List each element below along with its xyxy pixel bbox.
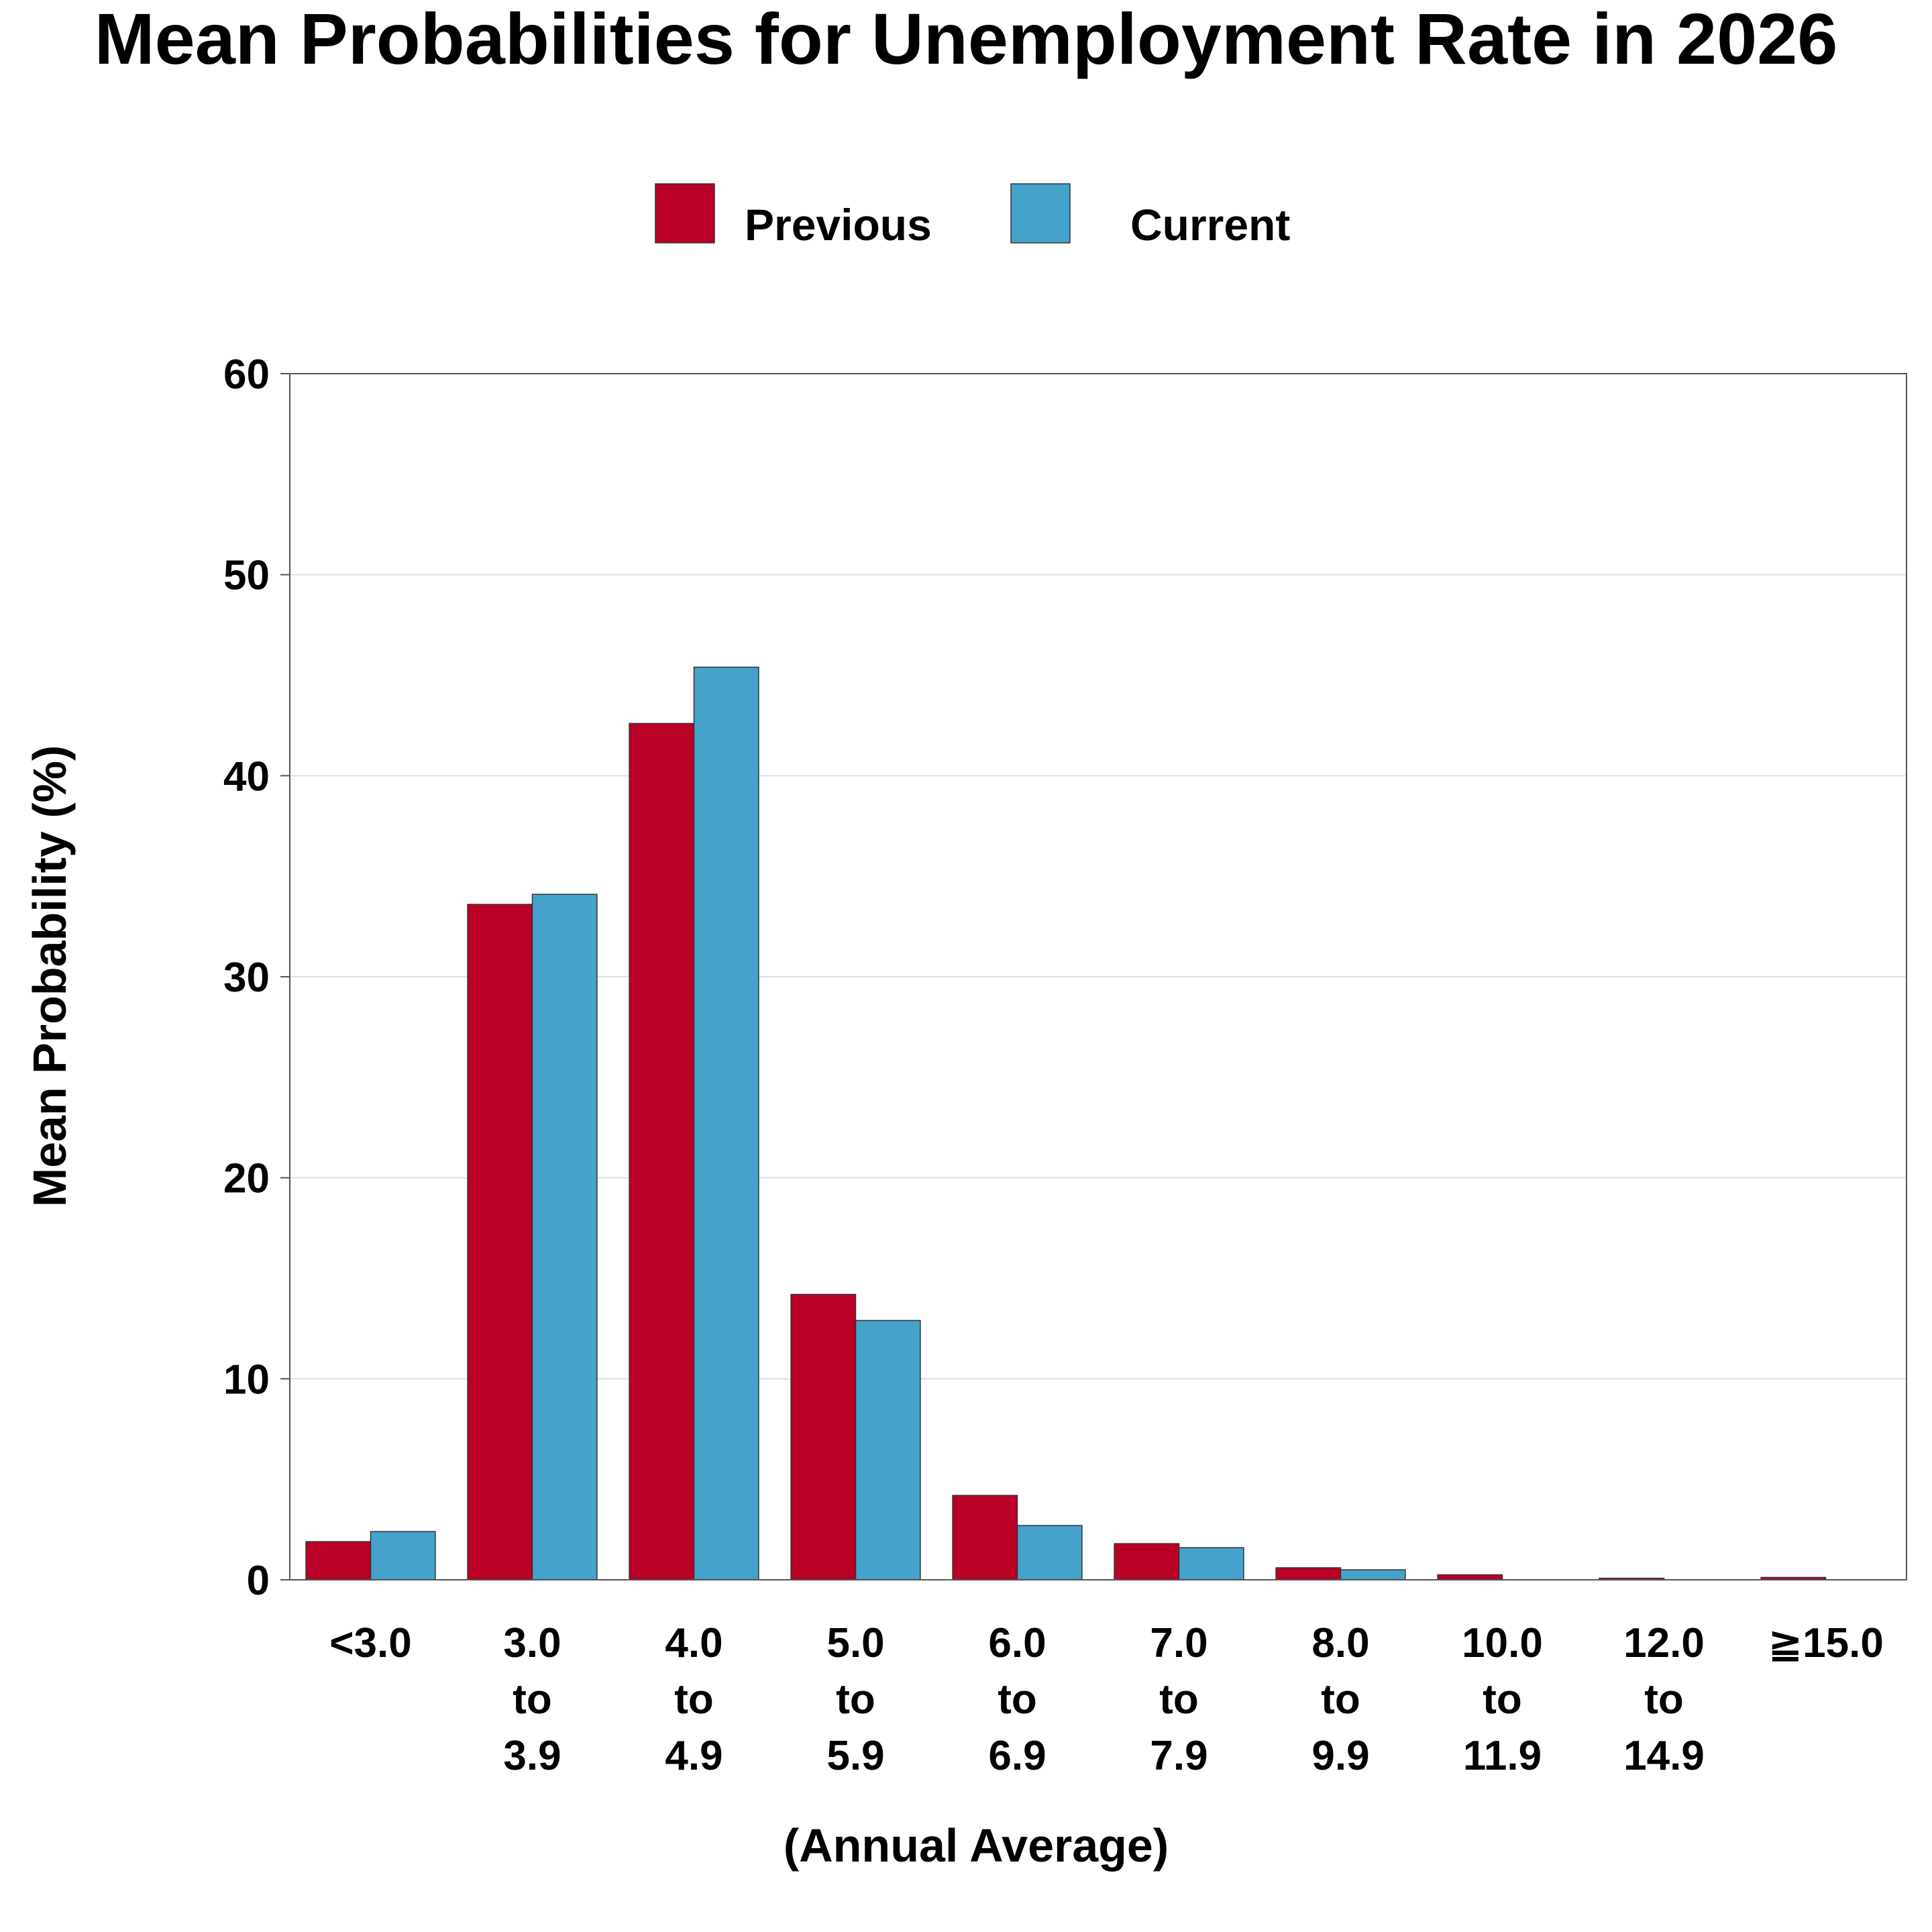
chart-title: Mean Probabilities for Unemployment Rate… xyxy=(95,0,1838,79)
x-tick-label-line: to xyxy=(836,1676,875,1723)
x-tick-label: 6.0 to 6.9 xyxy=(988,1620,1046,1779)
x-tick-label-line: 9.9 xyxy=(1311,1733,1369,1779)
x-tick-label-line: 14.9 xyxy=(1623,1733,1705,1779)
y-tick-label: 20 xyxy=(223,1156,270,1202)
legend-label-previous: Previous xyxy=(745,200,932,250)
x-tick-label-line: 8.0 xyxy=(1311,1620,1369,1666)
bar-previous xyxy=(790,1293,857,1580)
x-tick-label-line: ≧15.0 xyxy=(1768,1620,1884,1666)
bar-previous xyxy=(1275,1567,1342,1580)
x-tick-label: 12.0 to 14.9 xyxy=(1623,1620,1705,1779)
x-tick-label-line: <3.0 xyxy=(329,1620,411,1666)
bar-previous xyxy=(467,904,533,1580)
x-tick-label: 3.0 to 3.9 xyxy=(503,1620,561,1779)
bar-current xyxy=(693,666,759,1580)
legend-label-current: Current xyxy=(1130,200,1290,250)
x-tick-label-line: 3.9 xyxy=(503,1733,561,1779)
legend: Previous Current xyxy=(655,183,1290,250)
y-tick-label: 60 xyxy=(223,352,270,398)
x-tick-label-line: to xyxy=(674,1676,714,1723)
y-tick-label: 30 xyxy=(223,955,270,1001)
x-tick-label-line: 4.9 xyxy=(665,1733,722,1779)
bar-previous xyxy=(629,722,695,1580)
x-tick-label-line: 6.0 xyxy=(988,1620,1046,1666)
x-tick-label: 8.0 to 9.9 xyxy=(1311,1620,1369,1779)
x-tick-label: <3.0 xyxy=(329,1620,411,1666)
x-tick-label-line: 5.0 xyxy=(826,1620,884,1666)
y-tick-label: 40 xyxy=(223,753,270,800)
x-tick-label-line: 5.9 xyxy=(826,1733,884,1779)
bar-previous xyxy=(1437,1574,1503,1580)
x-tick-label: 4.0 to 4.9 xyxy=(665,1620,722,1779)
x-tick-label: 10.0 to 11.9 xyxy=(1462,1620,1543,1779)
x-tick-label-line: 7.0 xyxy=(1150,1620,1208,1666)
bar-current xyxy=(370,1531,436,1580)
x-tick-label-line: 12.0 xyxy=(1623,1620,1705,1666)
x-tick-label-line: to xyxy=(1159,1676,1199,1723)
legend-swatch-current xyxy=(1010,183,1071,244)
x-tick-label-line: 6.9 xyxy=(988,1733,1046,1779)
y-axis-title: Mean Probability (%) xyxy=(23,745,76,1207)
x-tick-label: 5.0 to 5.9 xyxy=(826,1620,884,1779)
x-tick-label-line: to xyxy=(1321,1676,1360,1723)
x-tick-label-line: to xyxy=(1644,1676,1684,1723)
bar-current xyxy=(1178,1547,1244,1580)
bar-previous xyxy=(952,1495,1018,1580)
bar-current xyxy=(531,894,598,1580)
x-tick-label-line: 10.0 xyxy=(1462,1620,1543,1666)
bar-current xyxy=(855,1320,921,1580)
x-tick-label-line: 4.0 xyxy=(665,1620,722,1666)
x-tick-label-line: 3.0 xyxy=(503,1620,561,1666)
bar-current xyxy=(1016,1525,1083,1580)
x-tick-label-line: 11.9 xyxy=(1463,1733,1542,1779)
y-tick-label: 0 xyxy=(247,1558,270,1604)
x-tick-label-line: to xyxy=(998,1676,1037,1723)
bars xyxy=(305,666,1827,1580)
legend-swatch-previous xyxy=(655,183,715,244)
bar-current xyxy=(1340,1569,1406,1580)
y-axis: 0 10 20 30 40 50 60 xyxy=(223,352,290,1604)
x-tick-label: 7.0 to 7.9 xyxy=(1150,1620,1208,1779)
x-axis-title: (Annual Average) xyxy=(784,1819,1169,1872)
x-axis: <3.0 3.0 to 3.9 4.0 to 4.9 5.0 to 5.9 6.0 to 6.9 7.0 t… xyxy=(329,1620,1884,1779)
bar-previous xyxy=(1114,1543,1180,1580)
x-tick-label-line: 7.9 xyxy=(1150,1733,1208,1779)
x-tick-label-line: to xyxy=(513,1676,552,1723)
y-tick-label: 10 xyxy=(223,1356,270,1403)
y-tick-label: 50 xyxy=(223,553,270,599)
bar-previous xyxy=(305,1541,372,1580)
x-tick-label-line: to xyxy=(1483,1676,1522,1723)
x-tick-label: ≧15.0 xyxy=(1768,1620,1884,1666)
